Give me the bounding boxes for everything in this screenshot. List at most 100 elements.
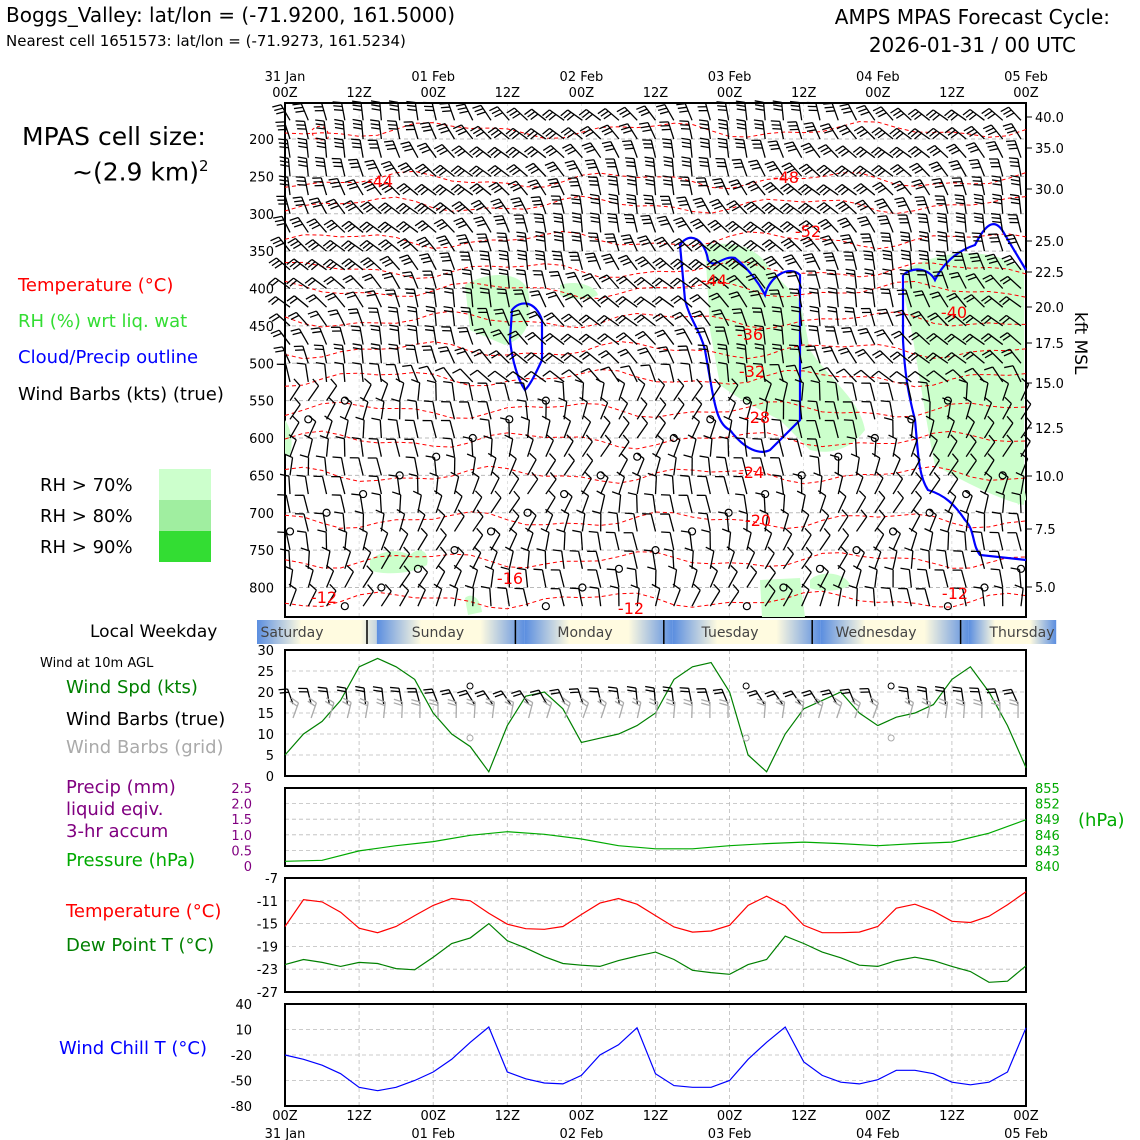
wind-barb [433,144,455,159]
barb-flag [680,474,690,477]
top-hour-label: 00Z [420,86,446,101]
barb-flag [1000,378,1009,385]
barb-flag [493,215,503,218]
wind-barb [695,177,711,196]
barb-staff [809,690,820,705]
barb-staff [782,382,789,401]
wind-barb [807,400,821,420]
barb-flag [607,212,617,216]
barb-staff [872,270,876,289]
barb-flag [560,109,569,117]
barb-flag [407,328,417,332]
barb-flag [436,221,446,228]
barb-staff [399,382,405,401]
barb-flag [808,325,818,328]
barb-flag [407,324,417,328]
wind-barb [725,258,748,271]
barb-flag [586,148,596,154]
barb-flag [292,331,302,336]
wind-barb [344,291,364,308]
barb-flag [572,216,582,220]
barb-staff [746,401,753,420]
barb-flag [442,269,452,272]
barb-flag [352,104,362,108]
barb-flag [419,145,429,151]
barb-flag [770,147,780,151]
barb-staff [842,201,857,215]
barb-flag [300,547,310,552]
barb-flag [516,272,526,276]
wind-barb [294,494,309,513]
barb-flag [955,202,965,205]
barb-staff [399,590,410,607]
barb-flag [381,241,390,249]
barb-flag [754,417,765,421]
barb-staff [874,497,886,514]
wind-barb [472,490,483,514]
barb-flag [365,226,374,233]
wind-barb [904,416,914,439]
wind-barb [315,455,328,476]
barb-flag [287,237,296,244]
barb-staff [1005,314,1022,327]
barb-flag [429,472,439,477]
wind-barb [451,201,474,215]
wind-barb [289,378,301,401]
barb-flag [679,110,689,113]
calm-circle [614,564,624,573]
barb-flag [752,362,762,365]
barb-staff [941,271,949,289]
barb-staff [1000,195,1004,214]
barb-flag [639,238,649,243]
wind-barb [654,434,665,457]
barb-flag [292,263,301,270]
wind-barb [789,100,803,121]
barb-flag [972,180,982,182]
surface-barb-grid [597,697,607,719]
barb-flag [771,418,781,421]
wind-barb [508,452,517,476]
barb-staff [744,345,748,364]
wind-barb [841,327,858,345]
pressure-tick-label: 855 [1035,782,1060,797]
chill-tick-label: -50 [231,1075,252,1090]
barb-flag [267,277,276,285]
barb-flag [436,235,446,240]
rh70-area [705,243,865,452]
barb-flag [324,700,334,707]
wind-barb [945,143,967,159]
barb-staff [678,238,693,252]
barb-flag [530,689,540,693]
barb-staff [543,233,547,252]
barb-flag [491,184,500,191]
barb-flag [490,129,499,136]
barb-staff [658,277,675,290]
wind-barb [304,258,327,271]
barb-flag [289,297,298,305]
wind-barb [769,363,785,383]
barb-flag [910,310,919,316]
barb-staff [476,183,492,196]
barb-staff [819,534,831,551]
wind-barb [509,309,529,327]
barb-flag [475,219,485,224]
calm-circle [285,527,295,536]
barb-staff [481,216,492,233]
barb-flag [950,114,959,121]
barb-flag [676,196,686,199]
barb-flag [692,221,702,227]
wind-barb [868,565,878,588]
barb-flag [694,263,703,271]
barb-staff [549,109,565,121]
barb-flag [713,244,721,252]
barb-flag [901,253,911,257]
wind-barb [801,508,810,532]
barb-flag [624,241,634,245]
barb-flag [871,452,881,459]
barb-flag [677,223,687,228]
barb-staff [801,534,812,551]
barb-flag [784,165,793,171]
wind-barb [892,452,901,476]
barb-flag [790,104,800,108]
pressure-tick-label: 846 [1035,829,1060,844]
